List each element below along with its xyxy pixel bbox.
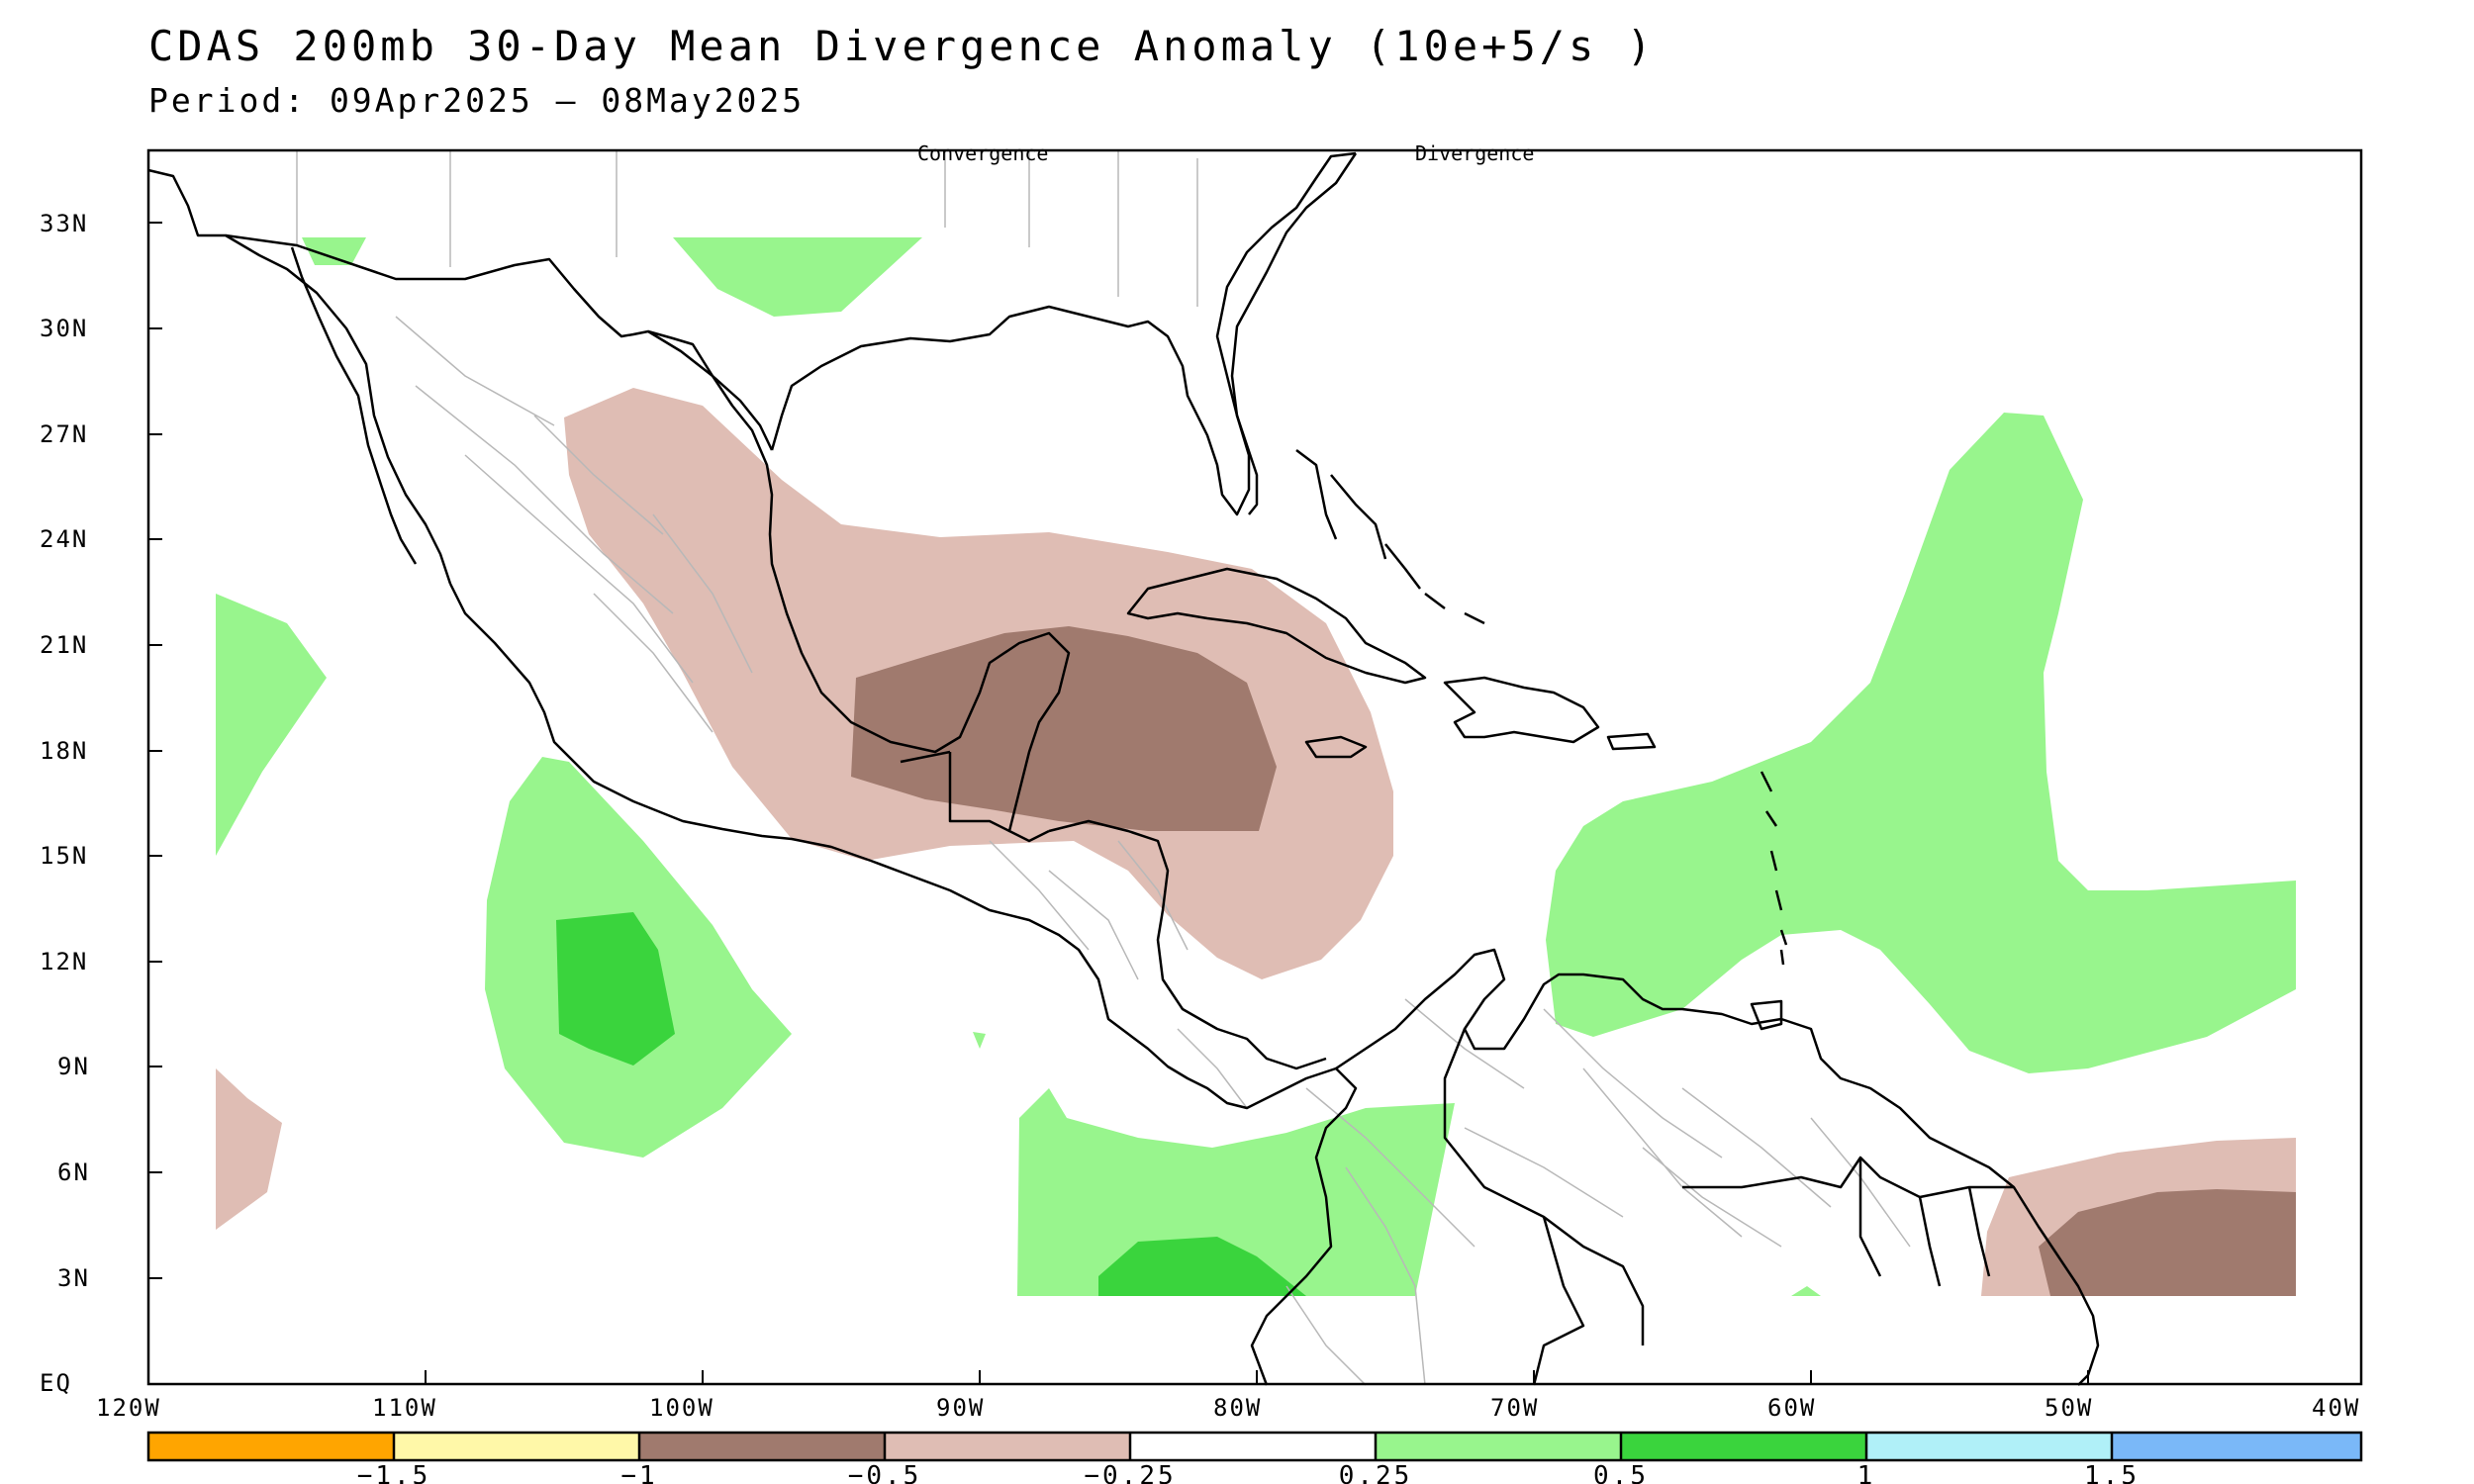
lat-label: 15N bbox=[40, 842, 88, 870]
internal-borders bbox=[296, 150, 1911, 1386]
conv-area-atlantic-south-core bbox=[2039, 1189, 2296, 1296]
period-label: Period: 09Apr2025 – 08May2025 bbox=[148, 81, 806, 120]
legend-tick-label: 1.5 bbox=[2084, 1461, 2140, 1484]
legend-tick-label: −1.5 bbox=[357, 1461, 431, 1484]
lon-label: 80W bbox=[1213, 1394, 1262, 1422]
chart-title: CDAS 200mb 30-Day Mean Divergence Anomal… bbox=[148, 22, 1656, 70]
color-legend: −1.5 −1 −0.5 −0.25 0.25 0.5 1 1.5 bbox=[146, 1431, 2363, 1484]
div-area-small-guiana bbox=[1791, 1286, 1821, 1296]
lat-label: 24N bbox=[40, 525, 88, 553]
conv-area-pacific-west bbox=[216, 1068, 282, 1230]
lon-label: 110W bbox=[372, 1394, 437, 1422]
lon-label: 70W bbox=[1490, 1394, 1539, 1422]
div-area-north-gulf bbox=[302, 237, 922, 317]
legend-tick-label: 0.5 bbox=[1593, 1461, 1649, 1484]
lon-label: 100W bbox=[649, 1394, 714, 1422]
anomaly-fields bbox=[216, 237, 2296, 1296]
legend-swatch bbox=[394, 1433, 639, 1460]
div-area-pacific-west bbox=[216, 594, 327, 856]
lat-axis: 33N 30N 27N 24N 21N 18N 15N 12N 9N 6N 3N… bbox=[40, 210, 162, 1397]
legend-tick-label: −0.25 bbox=[1084, 1461, 1176, 1484]
legend-swatch bbox=[885, 1433, 1130, 1460]
div-area-south-core bbox=[1098, 1237, 1306, 1296]
legend-swatch bbox=[148, 1433, 394, 1460]
legend-swatch bbox=[1130, 1433, 1376, 1460]
lat-label: 3N bbox=[57, 1264, 90, 1292]
lat-label: 6N bbox=[57, 1159, 90, 1186]
divergence-label: Divergence bbox=[1415, 141, 1534, 165]
legend-swatch bbox=[639, 1433, 885, 1460]
legend-swatch bbox=[1621, 1433, 1866, 1460]
lon-label: 90W bbox=[936, 1394, 985, 1422]
legend-tick-label: −0.5 bbox=[848, 1461, 922, 1484]
lat-label: EQ bbox=[40, 1369, 72, 1397]
lat-label: 9N bbox=[57, 1053, 90, 1080]
div-area-south-pacific-colombia bbox=[1017, 1088, 1455, 1296]
legend-swatch bbox=[1866, 1433, 2112, 1460]
legend-swatch bbox=[1376, 1433, 1621, 1460]
lat-label: 21N bbox=[40, 631, 88, 659]
lon-label: 120W bbox=[96, 1394, 161, 1422]
lon-label: 60W bbox=[1767, 1394, 1816, 1422]
div-area-dot bbox=[973, 1032, 986, 1049]
lat-label: 27N bbox=[40, 420, 88, 448]
lat-label: 12N bbox=[40, 948, 88, 975]
legend-tick-label: 0.25 bbox=[1339, 1461, 1413, 1484]
lon-label: 50W bbox=[2045, 1394, 2093, 1422]
conv-area-mexico-caribbean-core bbox=[851, 626, 1277, 831]
lon-axis: 120W 110W 100W 90W 80W 70W 60W 50W 40W bbox=[96, 1370, 2360, 1422]
coastlines bbox=[147, 151, 2100, 1386]
map-frame bbox=[146, 148, 2363, 1386]
lat-label: 18N bbox=[40, 737, 88, 765]
lat-label: 33N bbox=[40, 210, 88, 237]
lat-label: 30N bbox=[40, 315, 88, 342]
div-area-pacific-core bbox=[556, 912, 675, 1066]
lon-label: 40W bbox=[2312, 1394, 2360, 1422]
legend-swatch bbox=[2112, 1433, 2361, 1460]
legend-tick-label: −1 bbox=[620, 1461, 657, 1484]
div-area-atlantic bbox=[1546, 413, 2296, 1073]
legend-tick-label: 1 bbox=[1857, 1461, 1876, 1484]
convergence-label: Convergence bbox=[917, 141, 1048, 165]
